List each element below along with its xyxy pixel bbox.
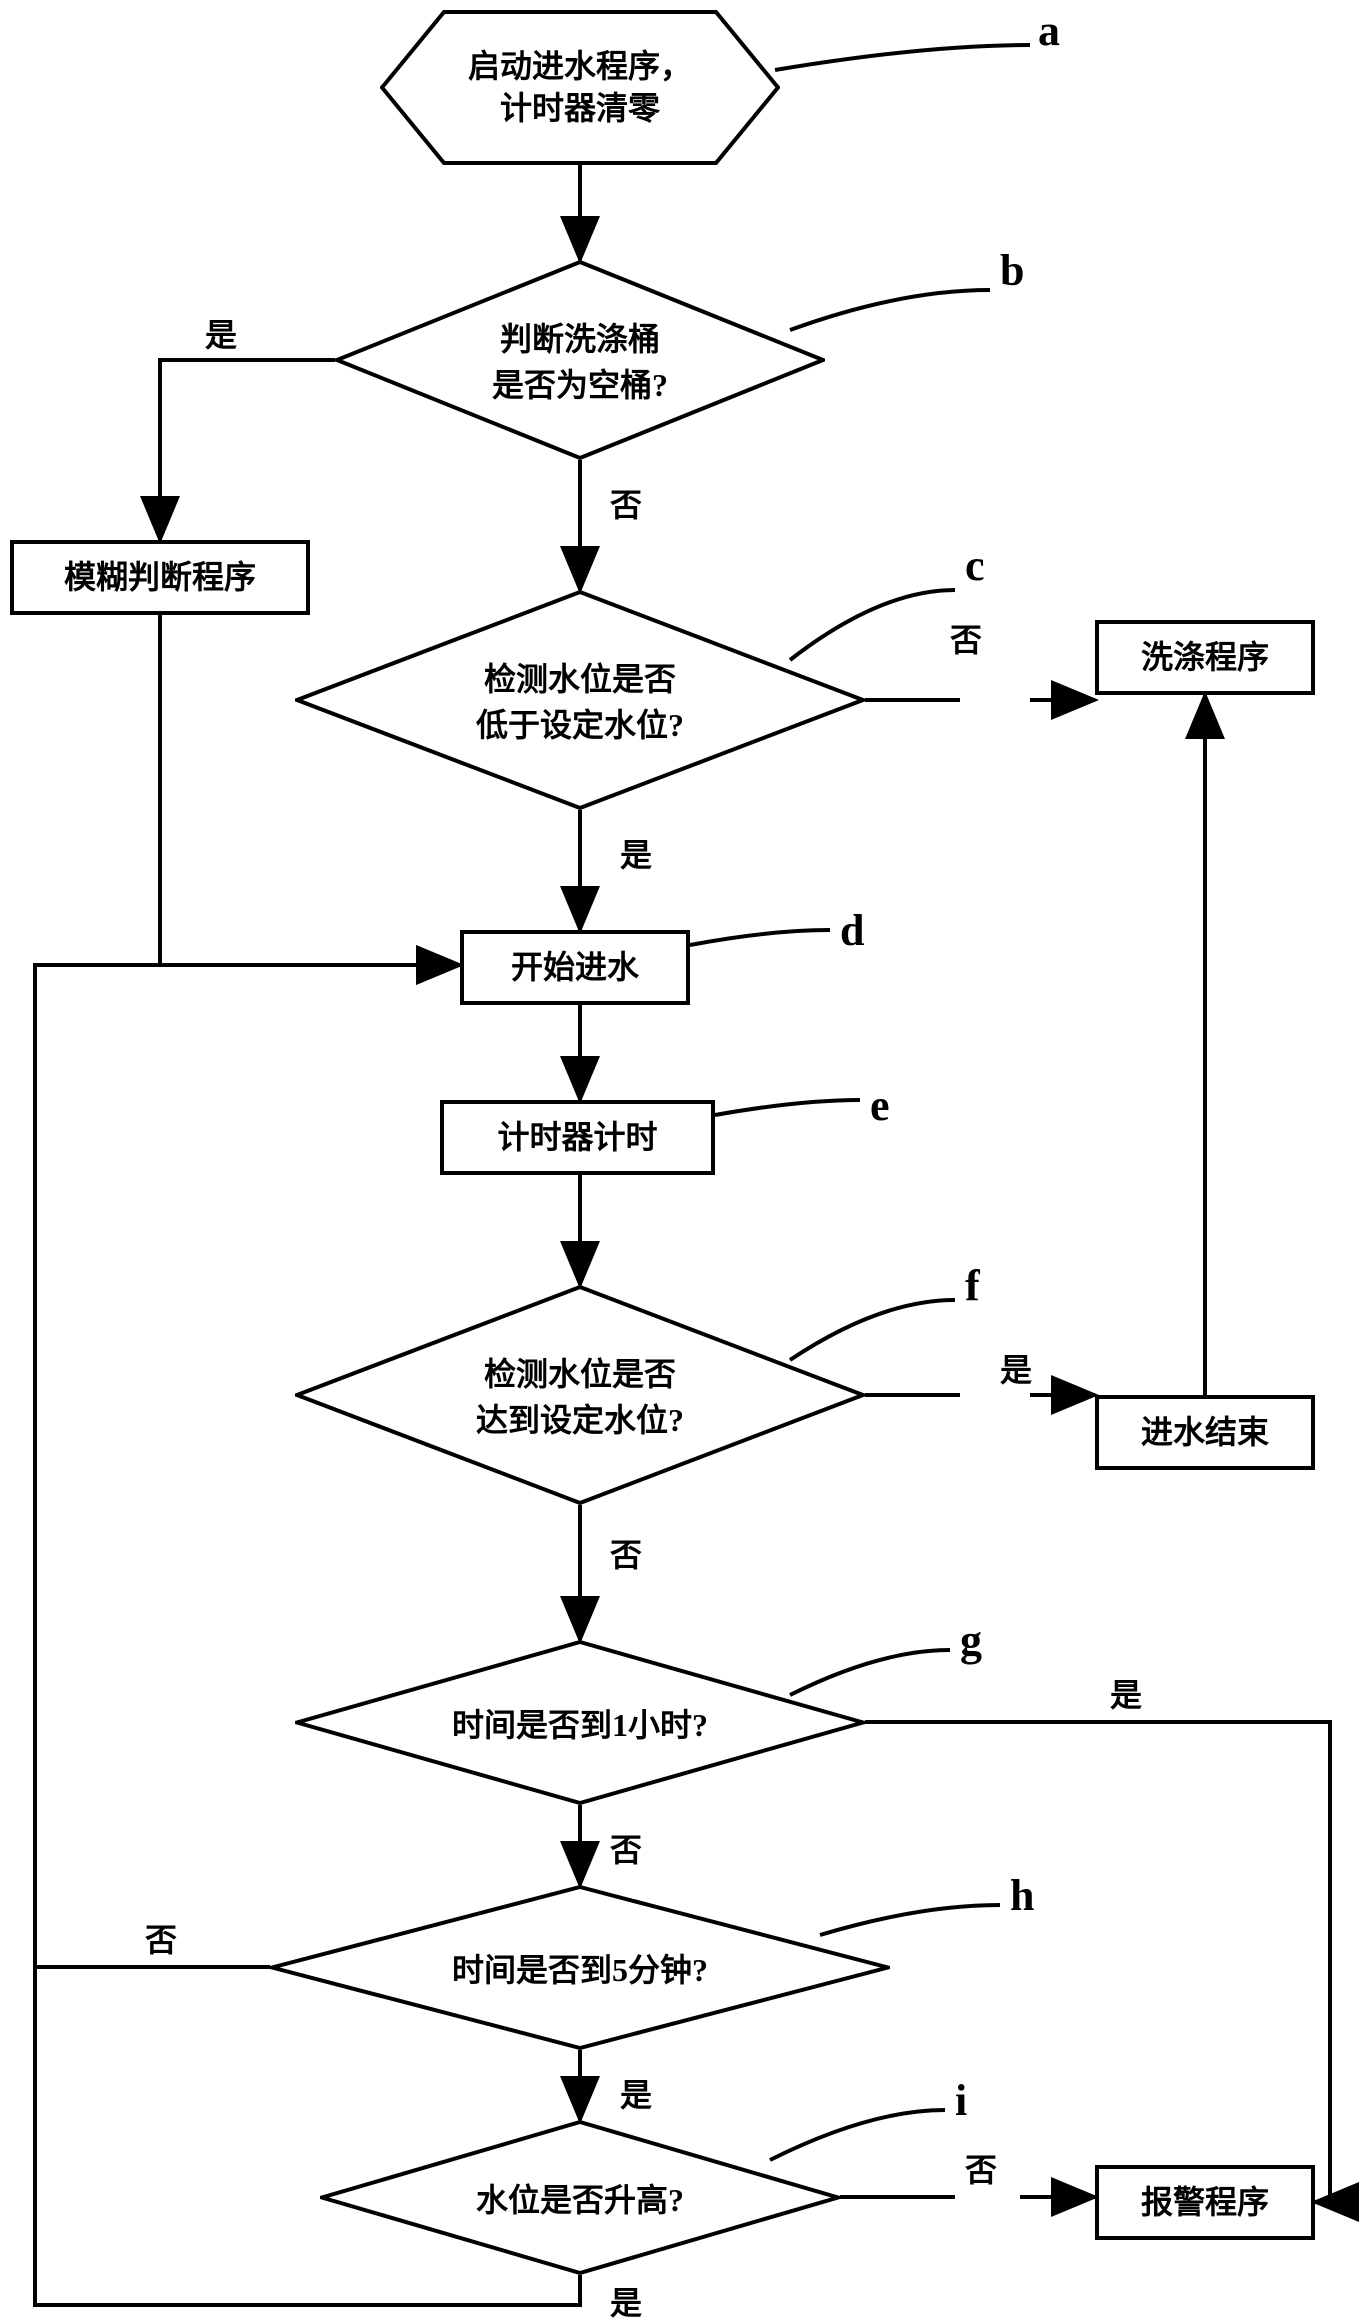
edge-label-g_no: 否: [610, 1825, 642, 1871]
node-b-line1: 判断洗涤桶: [500, 314, 660, 360]
node-i-text: 水位是否升高?: [476, 2175, 684, 2221]
edge-label-f_yes: 是: [1000, 1345, 1032, 1391]
edge-label-c_yes: 是: [620, 830, 652, 876]
node-start-hexagon: 启动进水程序， 计时器清零: [380, 10, 780, 165]
flowchart-container: 启动进水程序， 计时器清零 判断洗涤桶 是否为空桶? 检测水位是否 低于设定水位…: [0, 0, 1362, 2315]
node-decision-empty-tub: 判断洗涤桶 是否为空桶?: [335, 260, 825, 460]
edge-label-h_no: 否: [145, 1915, 177, 1961]
edge-label-c_no: 否: [950, 615, 982, 661]
node-c-line1: 检测水位是否: [484, 654, 676, 700]
node-wash-text: 洗涤程序: [1141, 637, 1269, 679]
node-g-text: 时间是否到1小时?: [452, 1700, 708, 1746]
callout-letter-b: b: [1000, 245, 1024, 296]
node-endfill-text: 进水结束: [1141, 1412, 1269, 1454]
node-fuzzy-judge: 模糊判断程序: [10, 540, 310, 615]
node-a-line2: 计时器清零: [468, 88, 692, 130]
node-decision-below-level: 检测水位是否 低于设定水位?: [295, 590, 865, 810]
edge-label-f_no: 否: [610, 1530, 642, 1576]
callout-letter-a: a: [1038, 5, 1060, 56]
callout-letter-i: i: [955, 2075, 967, 2126]
node-decision-reached-level: 检测水位是否 达到设定水位?: [295, 1285, 865, 1505]
callout-letter-h: h: [1010, 1870, 1034, 1921]
node-decision-five-min: 时间是否到5分钟?: [270, 1885, 890, 2050]
node-a-line1: 启动进水程序，: [468, 46, 692, 88]
node-alarm-program: 报警程序: [1095, 2165, 1315, 2240]
callout-letter-c: c: [965, 540, 985, 591]
node-timer-count: 计时器计时: [440, 1100, 715, 1175]
edge-label-i_no: 否: [965, 2145, 997, 2191]
node-alarm-text: 报警程序: [1141, 2182, 1269, 2224]
node-start-fill: 开始进水: [460, 930, 690, 1005]
edge-label-h_yes: 是: [620, 2070, 652, 2116]
node-decision-one-hour: 时间是否到1小时?: [295, 1640, 865, 1805]
node-f-line2: 达到设定水位?: [476, 1395, 684, 1441]
edge-label-b_yes: 是: [205, 310, 237, 356]
edge-label-b_no: 否: [610, 480, 642, 526]
node-b-line2: 是否为空桶?: [492, 360, 668, 406]
node-wash-program: 洗涤程序: [1095, 620, 1315, 695]
callout-letter-g: g: [960, 1615, 982, 1666]
node-fuzzy-text: 模糊判断程序: [64, 557, 256, 599]
node-c-line2: 低于设定水位?: [476, 700, 684, 746]
callout-letter-d: d: [840, 905, 864, 956]
node-decision-level-rise: 水位是否升高?: [320, 2120, 840, 2275]
edge-label-i_yes: 是: [610, 2278, 642, 2324]
node-f-line1: 检测水位是否: [484, 1349, 676, 1395]
callout-letter-f: f: [965, 1260, 980, 1311]
edge-label-g_yes: 是: [1110, 1670, 1142, 1716]
node-d-text: 开始进水: [511, 947, 639, 989]
node-end-fill: 进水结束: [1095, 1395, 1315, 1470]
callout-letter-e: e: [870, 1080, 890, 1131]
node-e-text: 计时器计时: [497, 1117, 657, 1159]
node-h-text: 时间是否到5分钟?: [452, 1945, 708, 1991]
